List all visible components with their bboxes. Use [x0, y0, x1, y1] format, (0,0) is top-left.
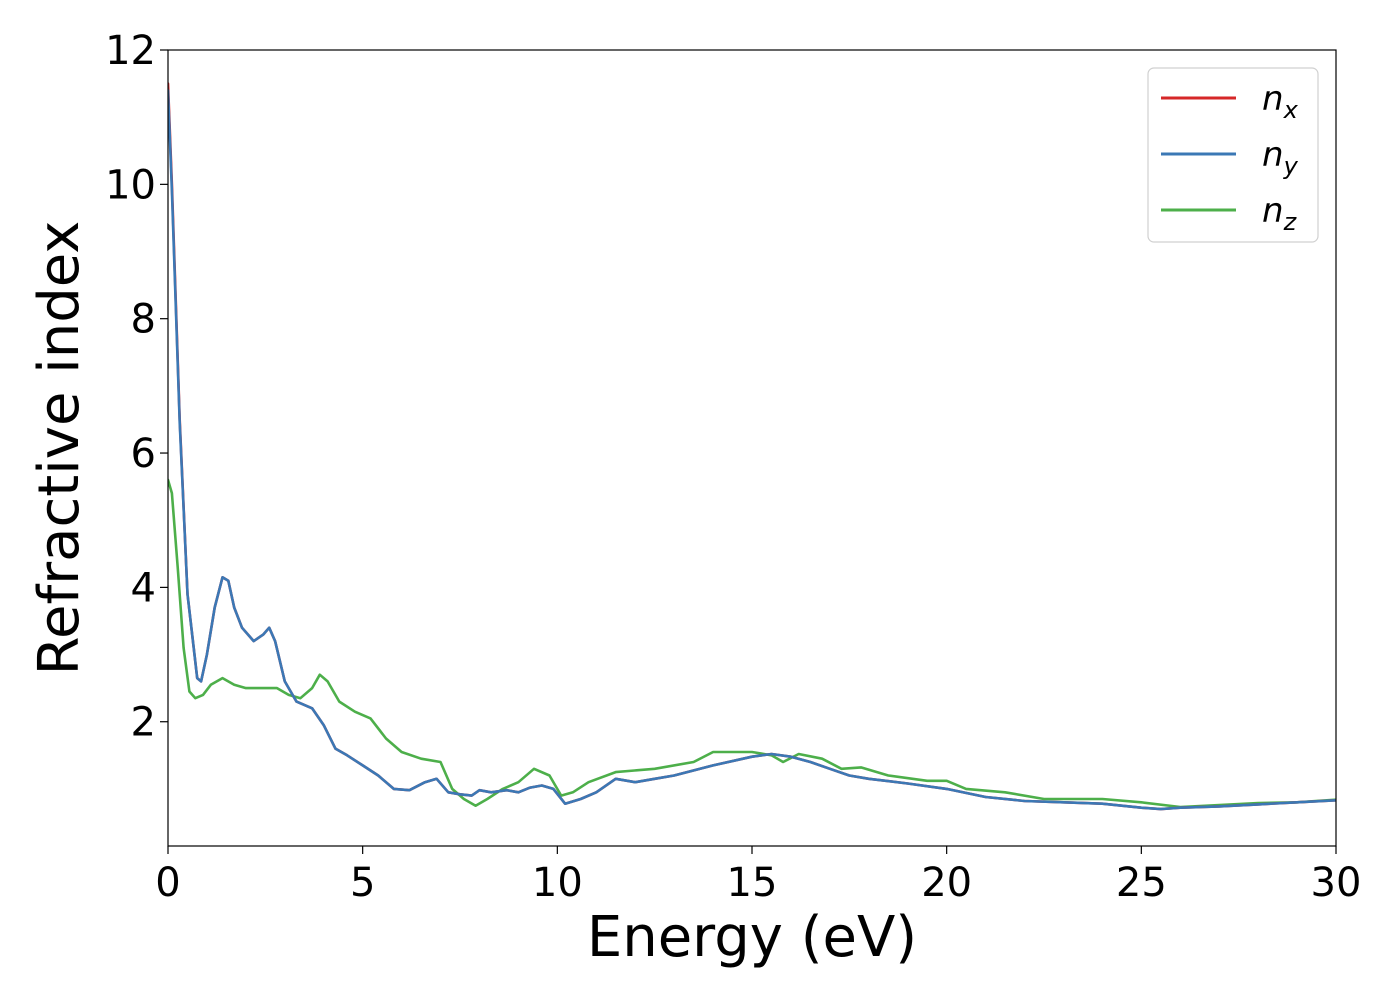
y-tick-label: 4: [131, 565, 156, 611]
x-tick-label: 15: [727, 860, 778, 906]
x-tick-label: 10: [532, 860, 583, 906]
legend-label-z: nz: [1262, 191, 1298, 236]
y-tick-label: 12: [105, 28, 156, 74]
legend: nx ny nz: [1147, 67, 1319, 243]
series-line-z: [168, 478, 1336, 809]
x-tick-label: 25: [1116, 860, 1167, 906]
series-line-y: [168, 89, 1336, 811]
plot-area: [168, 82, 1336, 811]
y-tick-label: 10: [105, 162, 156, 208]
legend-label-y: ny: [1262, 135, 1299, 180]
x-axis: 0 5 10 15 20 25 30: [155, 846, 1361, 906]
y-axis: 2 4 6 8 10 12: [105, 28, 168, 746]
y-tick-label: 8: [131, 297, 156, 343]
legend-label-x: nx: [1262, 79, 1299, 124]
x-tick-label: 30: [1311, 860, 1362, 906]
x-tick-label: 5: [350, 860, 375, 906]
y-tick-label: 2: [131, 700, 156, 746]
y-axis-title: Refractive index: [27, 221, 92, 676]
x-tick-label: 20: [921, 860, 972, 906]
x-axis-title: Energy (eV): [587, 905, 917, 970]
x-tick-label: 0: [155, 860, 180, 906]
y-tick-label: 6: [131, 431, 156, 477]
